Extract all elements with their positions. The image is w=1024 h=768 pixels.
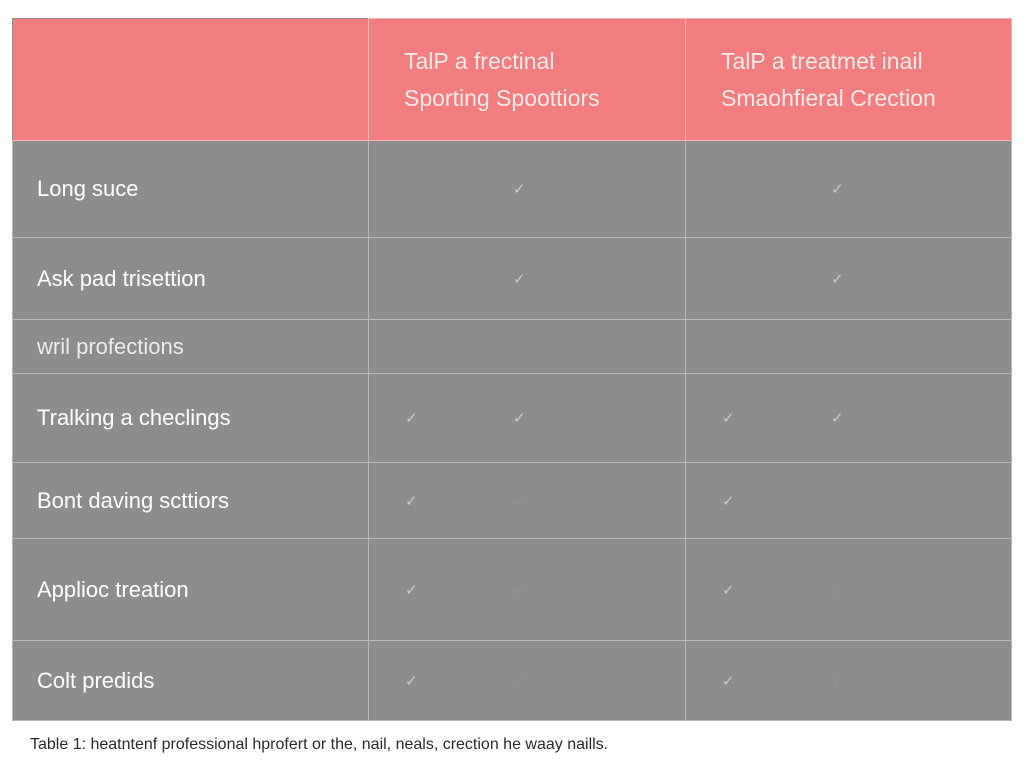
header-corner-cell xyxy=(12,18,369,141)
row-label-cell: wril profections xyxy=(12,319,369,374)
comparison-table-container: TalP a frectinal Sporting Spoottiors Tal… xyxy=(12,18,1012,721)
check-cell-col2 xyxy=(685,319,1012,374)
table-row: Ask pad trisettion ✓ ✓ xyxy=(12,237,1012,320)
check-cell-col1: ✓ ✓ xyxy=(368,462,686,539)
check-icon: ✓ xyxy=(513,409,526,427)
table-row: Long suce ✓ ✓ xyxy=(12,140,1012,238)
check-cell-col1: ✓ ✓ xyxy=(368,538,686,641)
header-col2-line2: Smaohfieral Crection xyxy=(721,84,936,111)
check-cell-col1 xyxy=(368,319,686,374)
row-label: Long suce xyxy=(37,176,139,201)
check-icon: ✓ xyxy=(513,269,526,288)
check-icon: ✓ xyxy=(405,580,418,599)
row-label: Applioc treation xyxy=(37,576,189,602)
faint-check-icon: ✓ xyxy=(513,671,526,690)
check-cell-col2: ✓ ✓ xyxy=(685,538,1012,641)
check-icon: ✓ xyxy=(722,409,735,427)
table-header-row: TalP a frectinal Sporting Spoottiors Tal… xyxy=(12,18,1012,141)
row-label: Tralking a checlings xyxy=(37,405,231,430)
row-label-cell: Tralking a checlings xyxy=(12,373,369,463)
row-label-cell: Ask pad trisettion xyxy=(12,237,369,320)
check-cell-col1: ✓ ✓ xyxy=(368,373,686,463)
check-icon: ✓ xyxy=(831,269,844,288)
check-icon: ✓ xyxy=(405,671,418,690)
row-label: Colt predids xyxy=(37,667,155,693)
header-col1-line1: TalP a frectinal xyxy=(404,47,555,74)
row-label-cell: Long suce xyxy=(12,140,369,238)
header-col1-line2: Sporting Spoottiors xyxy=(404,84,600,111)
table-caption: Table 1: heatntenf professional hprofert… xyxy=(30,736,609,753)
check-cell-col1: ✓ xyxy=(368,140,686,238)
row-label: wril profections xyxy=(37,333,184,359)
table-row: wril profections xyxy=(12,319,1012,374)
header-cell-col1: TalP a frectinal Sporting Spoottiors xyxy=(368,18,686,141)
faint-check-icon: ✓ xyxy=(513,491,526,510)
check-icon: ✓ xyxy=(831,180,844,198)
table-row: Tralking a checlings ✓ ✓ ✓ ✓ xyxy=(12,373,1012,463)
row-label-cell: Colt predids xyxy=(12,640,369,721)
check-icon: ✓ xyxy=(722,671,735,690)
faint-check-icon: ✓ xyxy=(831,671,844,690)
row-label: Bont daving scttiors xyxy=(37,487,229,513)
comparison-table: TalP a frectinal Sporting Spoottiors Tal… xyxy=(12,18,1012,721)
table-row: Bont daving scttiors ✓ ✓ ✓ xyxy=(12,462,1012,539)
check-icon: ✓ xyxy=(405,409,418,427)
check-icon: ✓ xyxy=(405,491,418,510)
check-cell-col2: ✓ ✓ xyxy=(685,373,1012,463)
check-cell-col1: ✓ ✓ xyxy=(368,640,686,721)
table-row: Applioc treation ✓ ✓ ✓ ✓ xyxy=(12,538,1012,641)
row-label: Ask pad trisettion xyxy=(37,265,206,291)
faint-check-icon: ✓ xyxy=(831,580,844,599)
faint-check-icon: ✓ xyxy=(513,580,526,599)
row-label-cell: Bont daving scttiors xyxy=(12,462,369,539)
check-icon: ✓ xyxy=(831,409,844,427)
row-label-cell: Applioc treation xyxy=(12,538,369,641)
check-cell-col1: ✓ xyxy=(368,237,686,320)
table-row: Colt predids ✓ ✓ ✓ ✓ xyxy=(12,640,1012,721)
check-icon: ✓ xyxy=(722,491,735,510)
check-icon: ✓ xyxy=(722,580,735,599)
header-col2-line1: TalP a treatmet inail xyxy=(721,47,923,74)
check-icon: ✓ xyxy=(513,180,526,198)
check-cell-col2: ✓ ✓ xyxy=(685,640,1012,721)
check-cell-col2: ✓ xyxy=(685,462,1012,539)
check-cell-col2: ✓ xyxy=(685,237,1012,320)
check-cell-col2: ✓ xyxy=(685,140,1012,238)
header-cell-col2: TalP a treatmet inail Smaohfieral Crecti… xyxy=(685,18,1012,141)
